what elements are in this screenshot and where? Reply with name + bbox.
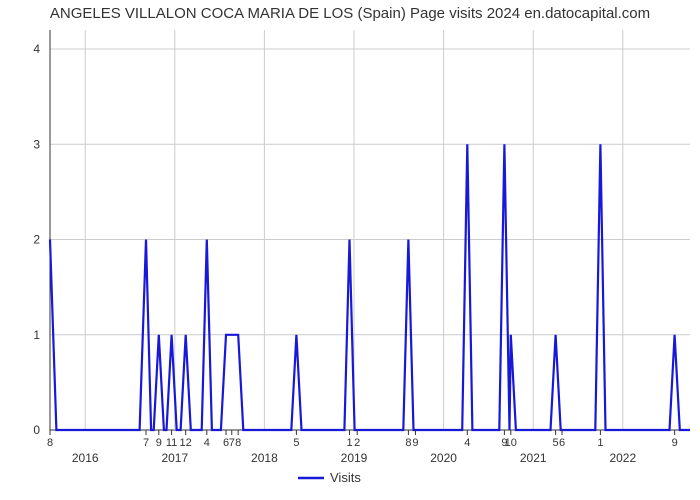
y-tick-label: 0 xyxy=(33,423,40,437)
x-tick-label: 1 xyxy=(597,437,603,449)
x-year-label: 2017 xyxy=(161,451,188,465)
x-tick-label: 4 xyxy=(204,437,210,449)
x-tick-label: 8 xyxy=(47,437,53,449)
x-tick-label: 1 xyxy=(346,437,352,449)
visits-line-chart: ANGELES VILLALON COCA MARIA DE LOS (Spai… xyxy=(0,0,700,500)
x-tick-label: 7 xyxy=(143,437,149,449)
x-year-label: 2020 xyxy=(430,451,457,465)
x-year-label: 2018 xyxy=(251,451,278,465)
chart-svg: ANGELES VILLALON COCA MARIA DE LOS (Spai… xyxy=(0,0,700,500)
x-tick-label: 2 xyxy=(354,437,360,449)
x-tick-label: 9 xyxy=(412,437,418,449)
x-tick-label: 7 xyxy=(229,437,235,449)
x-year-label: 2022 xyxy=(609,451,636,465)
chart-title: ANGELES VILLALON COCA MARIA DE LOS (Spai… xyxy=(50,5,650,22)
y-tick-label: 4 xyxy=(33,42,40,56)
x-tick-label: 12 xyxy=(180,437,192,449)
x-tick-label: 9 xyxy=(672,437,678,449)
y-tick-label: 1 xyxy=(33,328,40,342)
x-tick-label: 6 xyxy=(559,437,565,449)
x-tick-label: 9 xyxy=(156,437,162,449)
x-tick-label: 8 xyxy=(235,437,241,449)
x-tick-label: 4 xyxy=(464,437,470,449)
x-tick-label: 10 xyxy=(505,437,517,449)
x-year-label: 2019 xyxy=(341,451,368,465)
x-tick-label: 5 xyxy=(553,437,559,449)
legend-label: Visits xyxy=(330,470,361,485)
y-tick-label: 3 xyxy=(33,137,40,151)
x-year-label: 2021 xyxy=(520,451,547,465)
x-tick-label: 8 xyxy=(405,437,411,449)
y-tick-label: 2 xyxy=(33,233,40,247)
x-tick-label: 5 xyxy=(293,437,299,449)
x-tick-label: 11 xyxy=(166,437,177,449)
x-year-label: 2016 xyxy=(72,451,99,465)
